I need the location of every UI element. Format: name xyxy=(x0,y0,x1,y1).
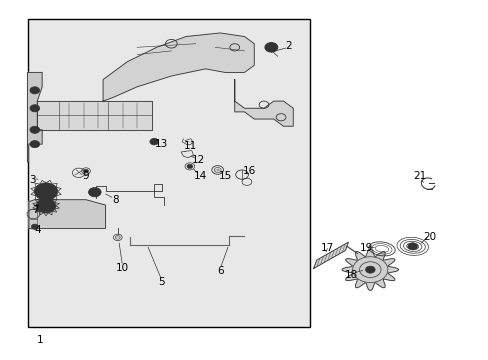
Text: 18: 18 xyxy=(345,270,358,280)
Text: 20: 20 xyxy=(423,232,435,242)
Text: 10: 10 xyxy=(116,263,129,273)
Text: 16: 16 xyxy=(242,166,256,176)
Text: 19: 19 xyxy=(359,243,372,253)
Circle shape xyxy=(83,169,88,173)
Text: 14: 14 xyxy=(194,171,207,181)
Circle shape xyxy=(34,183,58,200)
Polygon shape xyxy=(29,200,105,229)
Text: 13: 13 xyxy=(155,139,168,149)
Text: 9: 9 xyxy=(82,171,89,181)
Text: 7: 7 xyxy=(32,206,39,216)
Circle shape xyxy=(88,188,101,197)
Text: 5: 5 xyxy=(158,277,164,287)
Circle shape xyxy=(365,266,374,273)
Circle shape xyxy=(31,224,38,229)
Text: 17: 17 xyxy=(320,243,333,253)
Circle shape xyxy=(36,199,56,213)
Polygon shape xyxy=(27,72,42,162)
Circle shape xyxy=(264,42,277,52)
Text: 21: 21 xyxy=(412,171,426,181)
Text: 12: 12 xyxy=(191,155,204,165)
Circle shape xyxy=(30,105,40,112)
Circle shape xyxy=(407,243,417,250)
Polygon shape xyxy=(37,101,152,130)
Text: 11: 11 xyxy=(184,141,197,151)
Circle shape xyxy=(150,138,158,145)
Text: 2: 2 xyxy=(285,41,291,50)
Text: 8: 8 xyxy=(112,195,119,205)
Polygon shape xyxy=(103,33,254,101)
Text: 1: 1 xyxy=(36,334,43,345)
Text: 15: 15 xyxy=(218,171,231,181)
Bar xyxy=(27,19,310,327)
Circle shape xyxy=(30,126,40,134)
Circle shape xyxy=(30,140,40,148)
Circle shape xyxy=(186,164,192,168)
Text: 3: 3 xyxy=(29,175,36,185)
Text: 4: 4 xyxy=(34,225,41,235)
Polygon shape xyxy=(234,80,293,126)
Polygon shape xyxy=(313,242,348,269)
Polygon shape xyxy=(342,249,398,291)
Text: 6: 6 xyxy=(216,266,223,276)
Circle shape xyxy=(30,87,40,94)
